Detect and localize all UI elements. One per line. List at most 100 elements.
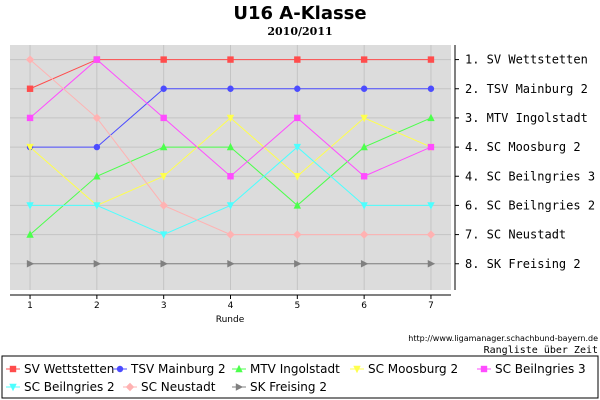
rank-label: 7. SC Neustadt	[465, 228, 566, 242]
data-point	[427, 260, 436, 268]
data-point	[427, 113, 435, 122]
data-point	[226, 230, 235, 239]
data-point	[159, 173, 168, 181]
series-sc-beilngries-2	[26, 143, 435, 239]
x-tick-label: 3	[161, 301, 167, 311]
legend-label: SC Moosburg 2	[368, 362, 458, 376]
legend-marker	[9, 383, 17, 392]
data-point	[293, 143, 302, 152]
x-tick-label: 2	[94, 301, 100, 311]
legend-item: SC Neustadt	[123, 380, 216, 394]
legend-marker	[353, 365, 361, 374]
legend-item: SC Moosburg 2	[350, 362, 458, 376]
legend-marker	[235, 383, 244, 391]
data-point	[227, 56, 234, 63]
data-point	[294, 260, 302, 268]
legend-marker	[116, 365, 124, 373]
data-point	[293, 230, 302, 239]
data-point	[26, 85, 34, 92]
data-point	[93, 172, 101, 180]
data-point	[427, 85, 435, 92]
legend-item: SC Beilngries 3	[477, 362, 586, 376]
data-point	[160, 85, 167, 92]
data-point	[227, 173, 234, 180]
data-point	[26, 114, 34, 122]
data-point	[26, 143, 34, 152]
rank-label: 8. SK Freising 2	[465, 257, 581, 271]
data-point	[360, 142, 368, 151]
series-sc-neustadt	[25, 55, 436, 239]
rank-label: 4. SC Moosburg 2	[465, 140, 581, 154]
data-point	[294, 85, 301, 92]
legend-item: MTV Ingolstadt	[232, 362, 340, 376]
x-tick-label: 1	[27, 301, 33, 311]
chart-note: Rangliste über Zeit	[484, 345, 598, 356]
x-tick-label: 7	[428, 301, 434, 311]
series-layer	[25, 55, 436, 268]
legend-label: MTV Ingolstadt	[250, 362, 340, 376]
rank-label: 3. MTV Ingolstadt	[465, 111, 588, 125]
x-tick-label: 6	[361, 301, 367, 311]
series-sk-freising-2	[26, 260, 436, 268]
x-ticks: 1 2 3 4 5 6 7	[27, 295, 434, 311]
legend-marker	[480, 365, 488, 373]
chart-subtitle: 2010/2011	[267, 25, 332, 38]
data-point	[293, 201, 302, 209]
data-point	[26, 202, 34, 210]
data-point	[427, 56, 435, 63]
data-point	[160, 56, 167, 63]
data-point	[93, 260, 102, 268]
legend-label: TSV Mainburg 2	[130, 362, 226, 376]
data-point	[427, 202, 435, 210]
data-point	[159, 142, 168, 151]
data-point	[427, 143, 435, 151]
rank-label: 6. SC Beilngries 2	[465, 198, 595, 212]
data-point	[360, 114, 368, 123]
legend-label: SC Beilngries 2	[24, 380, 115, 394]
data-point	[360, 260, 369, 268]
data-point	[226, 142, 235, 151]
x-tick-label: 5	[294, 301, 300, 311]
data-point	[26, 260, 35, 268]
data-point	[359, 230, 369, 239]
data-point	[227, 85, 234, 92]
data-point	[92, 113, 102, 123]
data-point	[426, 230, 436, 239]
rank-labels: 1. SV Wettstetten 2. TSV Mainburg 2 3. MTV…	[455, 53, 595, 271]
data-point	[360, 56, 368, 63]
data-point	[93, 143, 101, 151]
data-point	[293, 173, 302, 181]
data-point	[25, 55, 35, 64]
legend-label: SC Neustadt	[141, 380, 216, 394]
data-point	[160, 114, 167, 122]
legend-item: TSV Mainburg 2	[113, 362, 226, 376]
data-point	[93, 202, 101, 210]
legend: SV Wettstetten TSV Mainburg 2 MTV Ingolsta…	[6, 362, 586, 394]
data-point	[360, 173, 368, 180]
series-mtv-ingolstadt	[26, 113, 435, 238]
legend-box	[1, 355, 599, 399]
x-tick-label: 4	[228, 301, 234, 311]
data-point	[294, 56, 301, 63]
data-point	[93, 56, 101, 63]
data-point	[159, 201, 168, 210]
rank-label: 2. TSV Mainburg 2	[465, 82, 588, 96]
data-point	[26, 230, 34, 238]
data-point	[360, 202, 368, 210]
rank-label: 1. SV Wettstetten	[465, 53, 588, 67]
legend-item: SV Wettstetten	[6, 362, 114, 376]
series-sc-beilngries-3	[26, 56, 435, 180]
x-axis-label: Runde	[216, 315, 245, 325]
data-point	[160, 260, 168, 268]
data-point	[294, 114, 301, 122]
legend-marker	[9, 365, 17, 373]
legend-marker	[235, 364, 243, 373]
data-point	[159, 231, 168, 239]
legend-label: SK Freising 2	[250, 380, 327, 394]
legend-item: SC Beilngries 2	[6, 380, 115, 394]
legend-label: SV Wettstetten	[24, 362, 114, 376]
source-url: http://www.ligamanager.schachbund-bayern…	[408, 334, 598, 343]
legend-item: SK Freising 2	[232, 380, 327, 394]
rank-label: 4. SC Beilngries 3	[465, 169, 595, 183]
